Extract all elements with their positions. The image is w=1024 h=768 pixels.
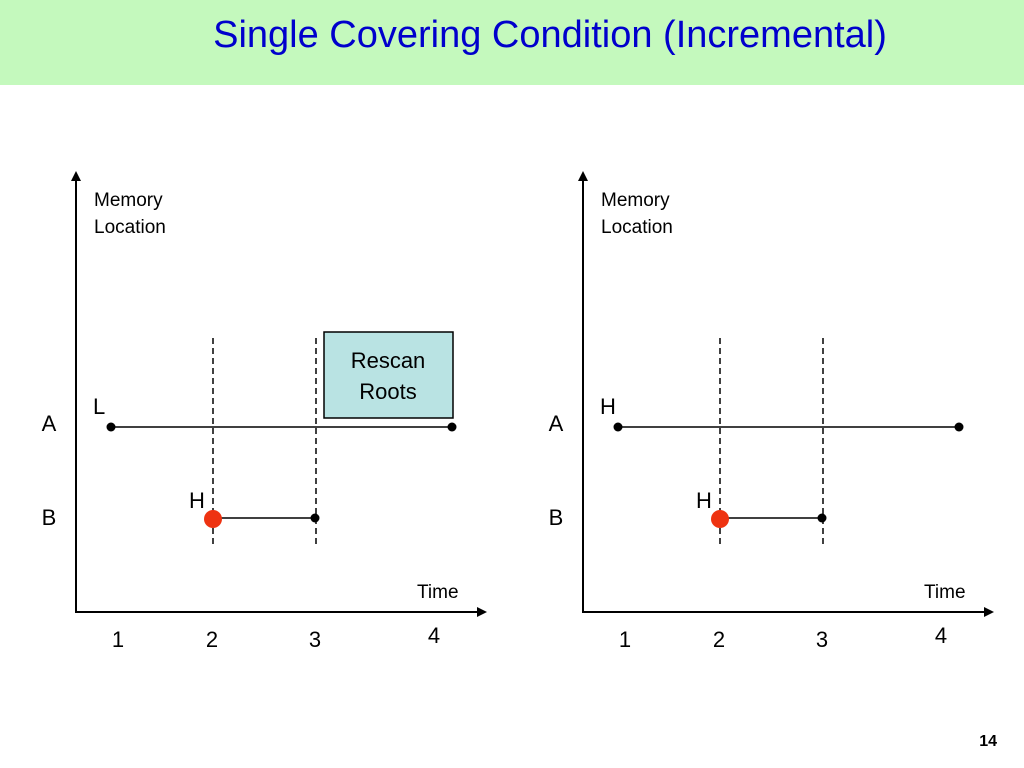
callout-box — [323, 331, 454, 419]
segment-a-label: H — [600, 394, 616, 419]
segment-a-start-dot — [613, 422, 623, 432]
page-number: 14 — [979, 733, 997, 750]
x-tick-label: 3 — [309, 627, 321, 652]
segment-b-label: H — [696, 488, 712, 513]
row-label-a: A — [549, 411, 564, 436]
left-diagram: Memory Location Time 1 2 3 4 A B L H Res… — [42, 171, 487, 652]
segment-a-label: L — [93, 394, 105, 419]
x-tick-label: 2 — [713, 627, 725, 652]
y-axis-label-line2: Location — [94, 217, 166, 238]
segment-a-end-dot — [954, 422, 964, 432]
title-bar — [0, 0, 1024, 85]
right-diagram: Memory Location Time 1 2 3 4 A B H H — [549, 171, 994, 652]
slide-title: Single Covering Condition (Incremental) — [213, 14, 887, 56]
row-label-a: A — [42, 411, 57, 436]
x-tick-label: 1 — [619, 627, 631, 652]
x-tick-label: 4 — [935, 623, 947, 648]
segment-b-start-marker — [204, 510, 222, 528]
segment-b-end-dot — [310, 513, 320, 523]
x-axis-label: Time — [924, 582, 966, 603]
y-axis-label-line2: Location — [601, 217, 673, 238]
row-label-b: B — [42, 505, 57, 530]
y-axis-label-line1: Memory — [601, 190, 670, 211]
x-tick-label: 1 — [112, 627, 124, 652]
segment-b-end-dot — [817, 513, 827, 523]
x-tick-label: 2 — [206, 627, 218, 652]
x-tick-label: 3 — [816, 627, 828, 652]
segment-b-start-marker — [711, 510, 729, 528]
callout-text-line2: Roots — [359, 379, 416, 404]
segment-a-end-dot — [447, 422, 457, 432]
segment-a-start-dot — [106, 422, 116, 432]
x-tick-label: 4 — [428, 623, 440, 648]
y-axis-label-line1: Memory — [94, 190, 163, 211]
callout-text-line1: Rescan — [351, 348, 426, 373]
segment-b-label: H — [189, 488, 205, 513]
row-label-b: B — [549, 505, 564, 530]
x-axis-label: Time — [417, 582, 459, 603]
